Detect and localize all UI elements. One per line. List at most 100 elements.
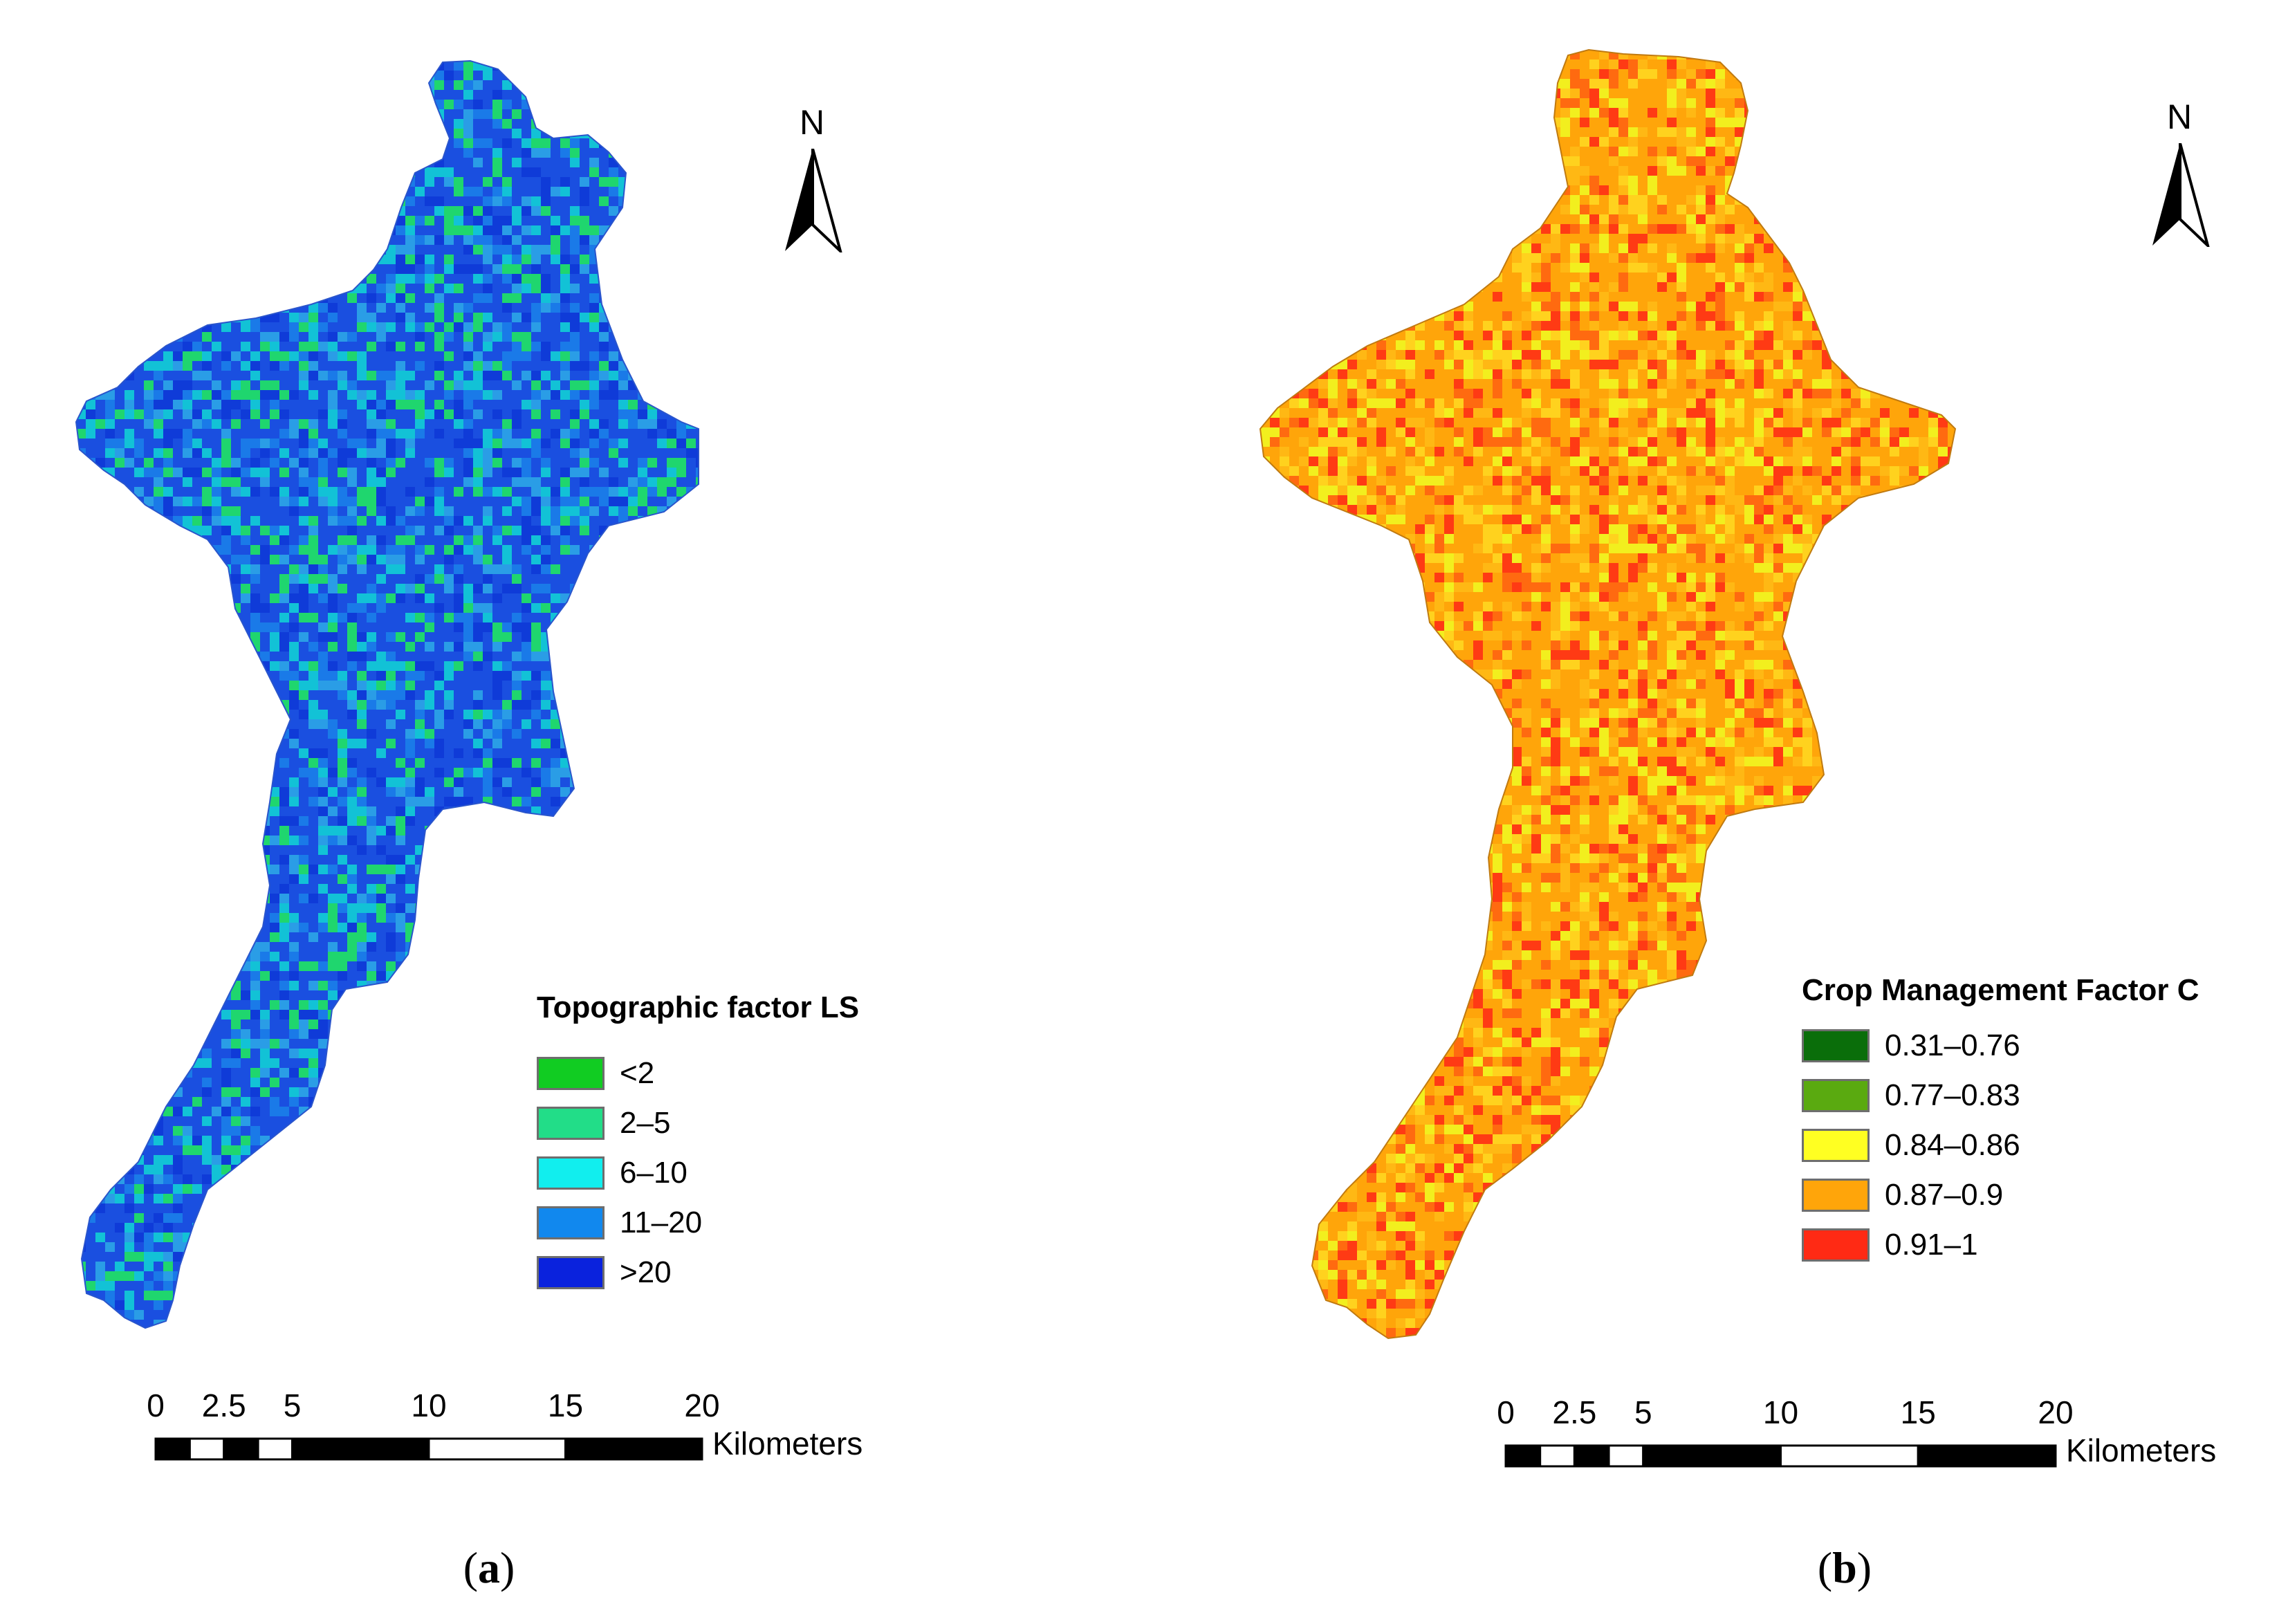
map-texture-cell <box>357 284 367 293</box>
map-texture-cell <box>463 332 473 342</box>
map-texture-cell <box>473 477 483 487</box>
map-texture-cell <box>95 419 105 429</box>
map-texture-cell <box>676 487 686 497</box>
map-texture-cell <box>405 506 415 516</box>
map-texture-cell <box>386 371 396 380</box>
map-texture-cell <box>570 342 580 351</box>
map-texture-cell <box>386 516 396 526</box>
map-texture-cell <box>638 487 647 497</box>
map-texture-cell <box>279 468 289 477</box>
map-texture-cell <box>289 497 299 506</box>
map-texture-cell <box>299 545 308 555</box>
map-texture-cell <box>589 487 599 497</box>
map-texture-cell <box>376 371 386 380</box>
map-texture-cell <box>347 477 357 487</box>
map-texture-cell <box>512 264 522 274</box>
map-texture-cell <box>541 351 551 361</box>
map-texture-cell <box>492 409 502 419</box>
map-texture-cell <box>124 458 134 468</box>
map-texture-cell <box>618 400 628 409</box>
map-texture-cell <box>463 129 473 138</box>
map-texture-cell <box>522 506 531 516</box>
map-texture-cell <box>386 390 396 400</box>
map-texture-cell <box>531 526 541 535</box>
map-texture-cell <box>551 293 560 303</box>
map-texture-cell <box>396 390 405 400</box>
map-texture-cell <box>221 448 231 458</box>
map-texture-cell <box>183 361 192 371</box>
map-texture-cell <box>415 584 425 593</box>
map-texture-cell <box>105 448 115 458</box>
map-texture-cell <box>522 255 531 264</box>
map-texture-cell <box>396 313 405 322</box>
map-texture-cell <box>628 419 638 429</box>
map-texture-cell <box>376 409 386 419</box>
map-texture-cell <box>396 284 405 293</box>
map-texture-cell <box>541 545 551 555</box>
map-texture-cell <box>541 138 551 148</box>
map-texture-cell <box>502 235 512 245</box>
map-texture-cell <box>434 468 444 477</box>
map-texture-cell <box>512 497 522 506</box>
map-texture-cell <box>231 351 241 361</box>
map-texture-cell <box>531 380 541 390</box>
map-texture-cell <box>580 526 589 535</box>
map-texture-cell <box>492 187 502 196</box>
map-texture-cell <box>512 129 522 138</box>
map-texture-cell <box>618 439 628 448</box>
map-texture-cell <box>599 332 609 342</box>
map-texture-cell <box>473 622 483 632</box>
map-texture-cell <box>154 400 163 409</box>
map-texture-cell <box>386 284 396 293</box>
map-texture-cell <box>483 177 492 187</box>
map-texture-cell <box>367 371 376 380</box>
map-texture-cell <box>338 332 347 342</box>
map-texture-cell <box>367 487 376 497</box>
map-texture-cell <box>483 429 492 439</box>
map-texture-cell <box>454 216 463 225</box>
map-texture-cell <box>599 468 609 477</box>
map-texture-cell <box>299 468 308 477</box>
map-texture-cell <box>444 468 454 477</box>
map-texture-cell <box>531 264 541 274</box>
map-texture-cell <box>270 351 279 361</box>
map-texture-cell <box>396 458 405 468</box>
map-texture-cell <box>396 564 405 574</box>
map-texture-cell <box>405 400 415 409</box>
map-texture-cell <box>589 506 599 516</box>
map-texture-cell <box>580 235 589 245</box>
map-texture-cell <box>289 390 299 400</box>
map-texture-cell <box>589 439 599 448</box>
map-texture-cell <box>289 458 299 468</box>
map-texture-cell <box>686 448 696 458</box>
map-texture-cell <box>522 545 531 555</box>
map-texture-cell <box>415 506 425 516</box>
map-texture-cell <box>512 526 522 535</box>
map-texture-cell <box>609 390 618 400</box>
map-texture-cell <box>522 458 531 468</box>
map-texture-cell <box>163 361 173 371</box>
map-texture-cell <box>522 603 531 613</box>
map-texture-cell <box>560 313 570 322</box>
map-texture-cell <box>434 274 444 284</box>
map-texture-cell <box>522 439 531 448</box>
map-texture-cell <box>144 380 154 390</box>
map-texture-cell <box>492 535 502 545</box>
map-texture-cell <box>299 477 308 487</box>
map-texture-cell <box>299 497 308 506</box>
map-texture-cell <box>609 439 618 448</box>
map-texture-cell <box>512 574 522 584</box>
map-texture-cell <box>570 390 580 400</box>
map-texture-cell <box>492 90 502 100</box>
map-texture-cell <box>560 264 570 274</box>
map-texture-cell <box>483 342 492 351</box>
map-texture-cell <box>279 584 289 593</box>
map-texture-cell <box>357 303 367 313</box>
map-texture-cell <box>415 216 425 225</box>
map-texture-cell <box>115 448 124 458</box>
map-texture-cell <box>531 497 541 506</box>
map-texture-cell <box>260 390 270 400</box>
map-texture-cell <box>609 206 618 216</box>
map-texture-cell <box>338 468 347 477</box>
map-texture-cell <box>444 613 454 622</box>
